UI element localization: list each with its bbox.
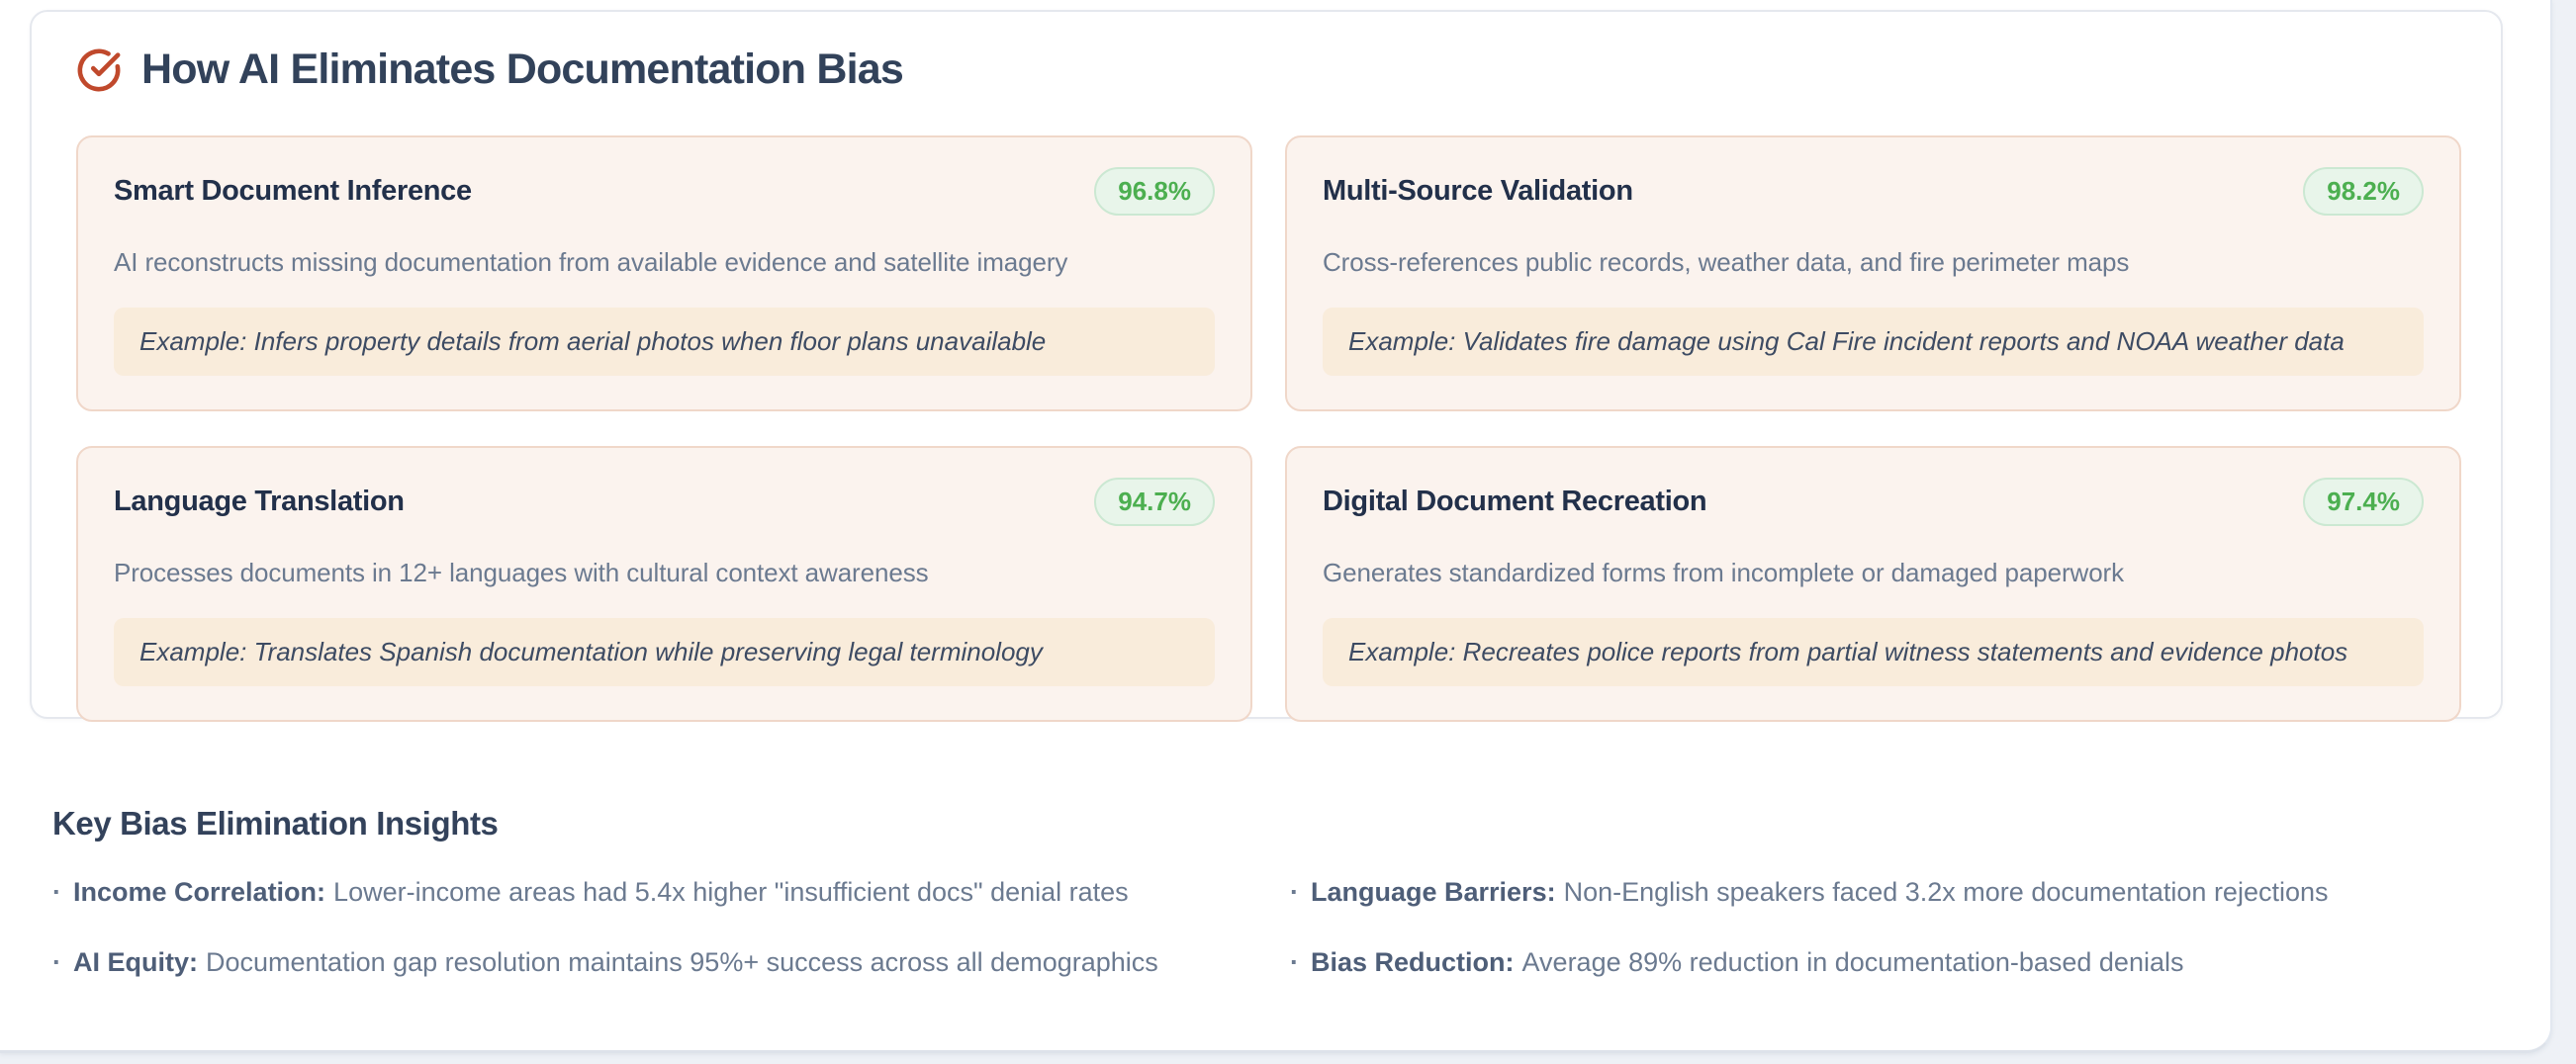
card-example: Example: Infers property details from ae… — [114, 308, 1215, 376]
insight-text: Documentation gap resolution maintains 9… — [206, 947, 1158, 977]
card-header: Smart Document Inference 96.8% — [114, 167, 1215, 216]
bullet-dot: · — [1290, 877, 1299, 907]
card-title: Language Translation — [114, 486, 405, 517]
insight-ai-equity: · AI Equity: Documentation gap resolution … — [52, 944, 1290, 981]
card-multi-source-validation: Multi-Source Validation 98.2% Cross-refe… — [1285, 135, 2461, 411]
capability-cards-grid: Smart Document Inference 96.8% AI recons… — [76, 135, 2461, 722]
card-description: AI reconstructs missing documentation fr… — [114, 247, 1068, 277]
ai-documentation-bias-section: How AI Eliminates Documentation Bias Sma… — [30, 10, 2503, 722]
insight-text: Non-English speakers faced 3.2x more doc… — [1563, 877, 2329, 907]
card-header: Language Translation 94.7% — [114, 478, 1215, 526]
check-circle-icon — [77, 48, 121, 91]
insight-language-barriers: · Language Barriers: Non-English speakers … — [1290, 874, 2496, 911]
insight-label: Bias Reduction: — [1311, 947, 1515, 977]
section-header: How AI Eliminates Documentation Bias — [76, 45, 2461, 94]
card-title: Digital Document Recreation — [1323, 486, 1707, 517]
accuracy-badge: 94.7% — [1094, 478, 1215, 526]
card-example: Example: Recreates police reports from p… — [1323, 618, 2424, 686]
section-title: How AI Eliminates Documentation Bias — [141, 45, 904, 93]
insight-label: AI Equity: — [73, 947, 198, 977]
accuracy-badge: 97.4% — [2303, 478, 2424, 526]
card-smart-document-inference: Smart Document Inference 96.8% AI recons… — [76, 135, 1252, 411]
card-description: Cross-references public records, weather… — [1323, 247, 2130, 277]
card-description: Generates standardized forms from incomp… — [1323, 558, 2125, 587]
card-example: Example: Translates Spanish documentatio… — [114, 618, 1215, 686]
insight-income-correlation: · Income Correlation: Lower-income areas h… — [52, 874, 1290, 911]
card-title: Smart Document Inference — [114, 175, 472, 207]
insight-text: Lower-income areas had 5.4x higher "insu… — [333, 877, 1129, 907]
card-title: Multi-Source Validation — [1323, 175, 1633, 207]
insight-bias-reduction: · Bias Reduction: Average 89% reduction in… — [1290, 944, 2496, 981]
bullet-dot: · — [52, 947, 61, 977]
card-header: Digital Document Recreation 97.4% — [1323, 478, 2424, 526]
insight-text: Average 89% reduction in documentation-b… — [1521, 947, 2184, 977]
card-description: Processes documents in 12+ languages wit… — [114, 558, 929, 587]
card-digital-document-recreation: Digital Document Recreation 97.4% Genera… — [1285, 446, 2461, 722]
card-header: Multi-Source Validation 98.2% — [1323, 167, 2424, 216]
card-example: Example: Validates fire damage using Cal… — [1323, 308, 2424, 376]
bullet-dot: · — [52, 877, 61, 907]
key-insights-section: Key Bias Elimination Insights · Income Co… — [52, 803, 2496, 981]
insight-label: Language Barriers: — [1311, 877, 1556, 907]
accuracy-badge: 98.2% — [2303, 167, 2424, 216]
insights-grid: · Income Correlation: Lower-income areas h… — [52, 874, 2496, 981]
insight-label: Income Correlation: — [73, 877, 326, 907]
card-language-translation: Language Translation 94.7% Processes doc… — [76, 446, 1252, 722]
insights-heading: Key Bias Elimination Insights — [52, 805, 499, 842]
accuracy-badge: 96.8% — [1094, 167, 1215, 216]
bullet-dot: · — [1290, 947, 1299, 977]
